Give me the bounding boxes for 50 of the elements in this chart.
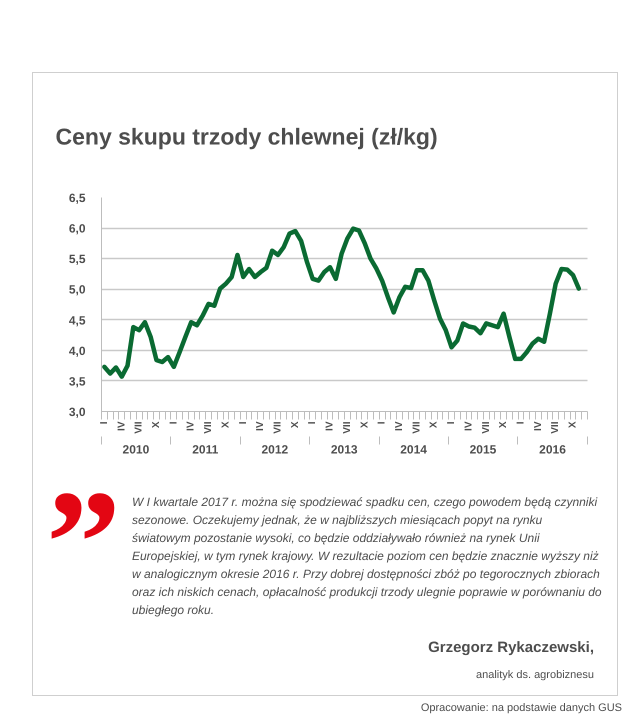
x2-tick-label: 2011: [192, 442, 219, 456]
x-tick-label: I: [515, 421, 526, 424]
x-tick-label: IV: [324, 421, 336, 431]
x-tick-label: VII: [411, 421, 422, 434]
x-tick-label: X: [428, 421, 440, 428]
x-tick-label: X: [150, 421, 162, 428]
x-tick-label: I: [376, 421, 388, 424]
x-tick-label: X: [568, 421, 579, 428]
y-tick-label: 4,0: [68, 344, 86, 358]
text: ”: [45, 460, 121, 626]
y-tick-label: 3,0: [68, 405, 86, 419]
x-tick-label: X: [290, 421, 301, 428]
x-tick-label: VII: [550, 421, 562, 434]
x-tick-label: IV: [463, 421, 474, 431]
x-tick-label: X: [498, 421, 510, 428]
x2-tick-label: 2015: [470, 442, 497, 456]
line-series: [102, 226, 582, 379]
x-tick-label: IV: [394, 421, 405, 431]
x2-tick-label: 2012: [261, 442, 289, 456]
x2-tick-label: 2010: [122, 442, 150, 456]
text: analityk ds. agrobiznesu: [476, 668, 594, 684]
x-tick-label: I: [168, 421, 180, 424]
y-tick-label: 5,5: [68, 252, 86, 266]
y-tick-label: 5,0: [68, 282, 86, 297]
y-tick-label: 6,5: [68, 191, 86, 205]
text: Grzegorz Rykaczewski,: [428, 638, 594, 658]
chart-title: Ceny skupu trzody chlewnej (zł/kg): [56, 124, 438, 150]
x2-tick-label: 2013: [330, 442, 358, 456]
x-tick-label: VII: [272, 421, 284, 434]
text: W I kwartale 2017 r. można się spodziewać spadku cen, czego powodem będą czynniki sezonowe. Oczekujemy jednak, że w najbliższych miesiącach popyt na rynku światowym pozostanie wysoki, co będzie oddziaływało również na rynek Unii Europejskiej, w tym rynek krajowy. W rezultacie poziom cen będzie znacznie wyższy niż w analogicznym okresie 2016 r. Przy dobrej dostępności zbóż po tegorocznych zbiorach oraz ich niskich cenach, opłacalność produkcji trzody ulegnie poprawie w porównaniu do ubiegłego roku.: [132, 494, 602, 619]
y-tick-label: 3,5: [68, 374, 86, 388]
x-tick-label: VII: [134, 421, 145, 434]
x-tick-label: X: [220, 421, 232, 428]
x-tick-label: I: [446, 421, 458, 424]
x-tick-label: IV: [532, 421, 544, 431]
x-tick-label: I: [238, 421, 249, 424]
x-tick-label: VII: [480, 421, 492, 434]
y-tick-label: 6,0: [68, 222, 86, 236]
x-tick-label: VII: [203, 421, 214, 434]
x2-tick-label: 2014: [400, 442, 428, 456]
x2-tick-label: 2016: [539, 442, 566, 456]
x-tick-label: IV: [186, 421, 197, 431]
text: Opracowanie: na podstawie danych GUS: [420, 701, 622, 716]
x-tick-label: X: [359, 421, 370, 428]
y-tick-label: 4,5: [68, 313, 86, 328]
x-tick-label: I: [307, 421, 318, 424]
x-tick-label: IV: [116, 421, 128, 431]
x-tick-label: VII: [342, 421, 353, 434]
x-tick-label: IV: [255, 421, 266, 431]
x-tick-label: I: [98, 421, 110, 424]
